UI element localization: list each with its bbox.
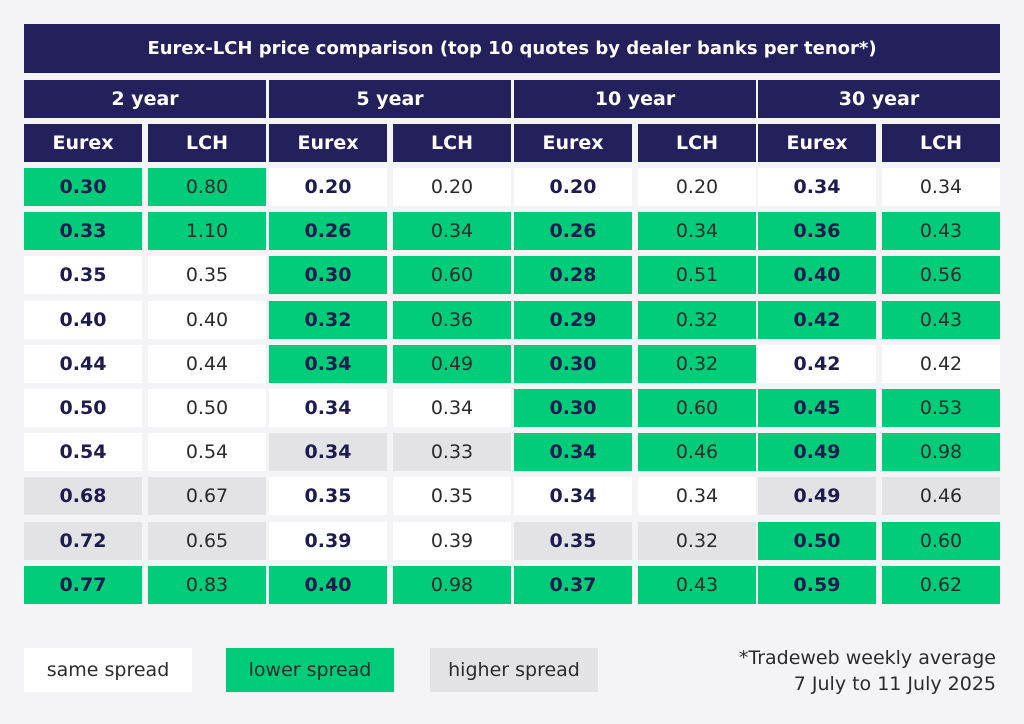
table-cell-eurex: 0.40 [758, 256, 876, 294]
table-cell-eurex: 0.39 [269, 522, 387, 560]
table-cell-lch: 0.51 [638, 256, 756, 294]
table-cell-lch: 0.44 [148, 345, 266, 383]
column-header-eurex-30-year: Eurex [758, 124, 876, 162]
table-cell-eurex: 0.45 [758, 389, 876, 427]
table-cell-lch: 0.80 [148, 168, 266, 206]
table-cell-lch: 0.34 [393, 212, 511, 250]
table-cell-eurex: 0.72 [24, 522, 142, 560]
table-cell-lch: 0.46 [882, 477, 1000, 515]
table-cell-eurex: 0.34 [514, 433, 632, 471]
table-cell-eurex: 0.26 [269, 212, 387, 250]
table-cell-lch: 0.60 [882, 522, 1000, 560]
table-cell-eurex: 0.35 [24, 256, 142, 294]
column-header-eurex-10-year: Eurex [514, 124, 632, 162]
table-cell-lch: 0.60 [393, 256, 511, 294]
table-cell-eurex: 0.54 [24, 433, 142, 471]
table-cell-eurex: 0.49 [758, 477, 876, 515]
table-cell-lch: 0.50 [148, 389, 266, 427]
table-cell-lch: 0.53 [882, 389, 1000, 427]
tenor-header-2-year: 2 year [24, 80, 266, 118]
table-cell-eurex: 0.36 [758, 212, 876, 250]
table-cell-eurex: 0.20 [514, 168, 632, 206]
legend-lower-spread: lower spread [226, 648, 394, 692]
table-cell-lch: 0.62 [882, 566, 1000, 604]
table-cell-eurex: 0.50 [758, 522, 876, 560]
table-cell-eurex: 0.30 [269, 256, 387, 294]
table-cell-eurex: 0.34 [758, 168, 876, 206]
table-cell-eurex: 0.26 [514, 212, 632, 250]
column-header-eurex-5-year: Eurex [269, 124, 387, 162]
table-cell-lch: 0.67 [148, 477, 266, 515]
table-cell-eurex: 0.28 [514, 256, 632, 294]
table-cell-lch: 0.46 [638, 433, 756, 471]
legend-higher-spread: higher spread [430, 648, 598, 692]
column-header-lch-2-year: LCH [148, 124, 266, 162]
table-cell-lch: 0.98 [393, 566, 511, 604]
table-cell-eurex: 0.34 [269, 345, 387, 383]
table-cell-lch: 0.54 [148, 433, 266, 471]
table-cell-eurex: 0.40 [269, 566, 387, 604]
table-cell-lch: 0.32 [638, 345, 756, 383]
tenor-header-10-year: 10 year [514, 80, 756, 118]
table-cell-eurex: 0.30 [514, 345, 632, 383]
table-cell-lch: 0.60 [638, 389, 756, 427]
table-cell-lch: 0.20 [638, 168, 756, 206]
table-cell-lch: 0.65 [148, 522, 266, 560]
table-cell-eurex: 0.35 [269, 477, 387, 515]
table-cell-lch: 0.20 [393, 168, 511, 206]
table-cell-lch: 0.40 [148, 301, 266, 339]
legend-same-spread: same spread [24, 648, 192, 692]
table-cell-lch: 0.49 [393, 345, 511, 383]
table-cell-eurex: 0.34 [269, 433, 387, 471]
table-cell-eurex: 0.20 [269, 168, 387, 206]
column-header-lch-10-year: LCH [638, 124, 756, 162]
table-cell-lch: 0.34 [638, 477, 756, 515]
table-cell-eurex: 0.68 [24, 477, 142, 515]
table-cell-eurex: 0.32 [269, 301, 387, 339]
table-cell-lch: 1.10 [148, 212, 266, 250]
table-cell-eurex: 0.34 [269, 389, 387, 427]
table-cell-lch: 0.56 [882, 256, 1000, 294]
table-cell-lch: 0.42 [882, 345, 1000, 383]
column-header-lch-5-year: LCH [393, 124, 511, 162]
footnote: *Tradeweb weekly average 7 July to 11 Ju… [739, 645, 996, 697]
table-cell-lch: 0.35 [393, 477, 511, 515]
table-cell-eurex: 0.77 [24, 566, 142, 604]
tenor-header-30-year: 30 year [758, 80, 1000, 118]
column-header-eurex-2-year: Eurex [24, 124, 142, 162]
table-cell-lch: 0.32 [638, 301, 756, 339]
table-cell-lch: 0.33 [393, 433, 511, 471]
table-cell-eurex: 0.40 [24, 301, 142, 339]
table-cell-lch: 0.43 [882, 212, 1000, 250]
table-cell-eurex: 0.33 [24, 212, 142, 250]
footnote-period: 7 July to 11 July 2025 [793, 673, 996, 695]
table-cell-lch: 0.43 [882, 301, 1000, 339]
footnote-source: *Tradeweb weekly average [738, 647, 996, 669]
table-cell-lch: 0.36 [393, 301, 511, 339]
table-cell-eurex: 0.29 [514, 301, 632, 339]
table-cell-eurex: 0.49 [758, 433, 876, 471]
table-cell-lch: 0.98 [882, 433, 1000, 471]
table-cell-eurex: 0.59 [758, 566, 876, 604]
table-cell-eurex: 0.30 [514, 389, 632, 427]
table-cell-eurex: 0.50 [24, 389, 142, 427]
table-cell-lch: 0.39 [393, 522, 511, 560]
table-cell-lch: 0.34 [638, 212, 756, 250]
tenor-header-5-year: 5 year [269, 80, 511, 118]
table-cell-lch: 0.35 [148, 256, 266, 294]
table-cell-eurex: 0.35 [514, 522, 632, 560]
table-cell-eurex: 0.42 [758, 301, 876, 339]
table-cell-lch: 0.43 [638, 566, 756, 604]
table-cell-eurex: 0.44 [24, 345, 142, 383]
table-cell-eurex: 0.30 [24, 168, 142, 206]
table-cell-eurex: 0.42 [758, 345, 876, 383]
table-cell-lch: 0.83 [148, 566, 266, 604]
table-cell-eurex: 0.34 [514, 477, 632, 515]
table-cell-lch: 0.32 [638, 522, 756, 560]
table-cell-lch: 0.34 [882, 168, 1000, 206]
table-cell-eurex: 0.37 [514, 566, 632, 604]
table-cell-lch: 0.34 [393, 389, 511, 427]
column-header-lch-30-year: LCH [882, 124, 1000, 162]
table-title: Eurex-LCH price comparison (top 10 quote… [24, 24, 1000, 73]
